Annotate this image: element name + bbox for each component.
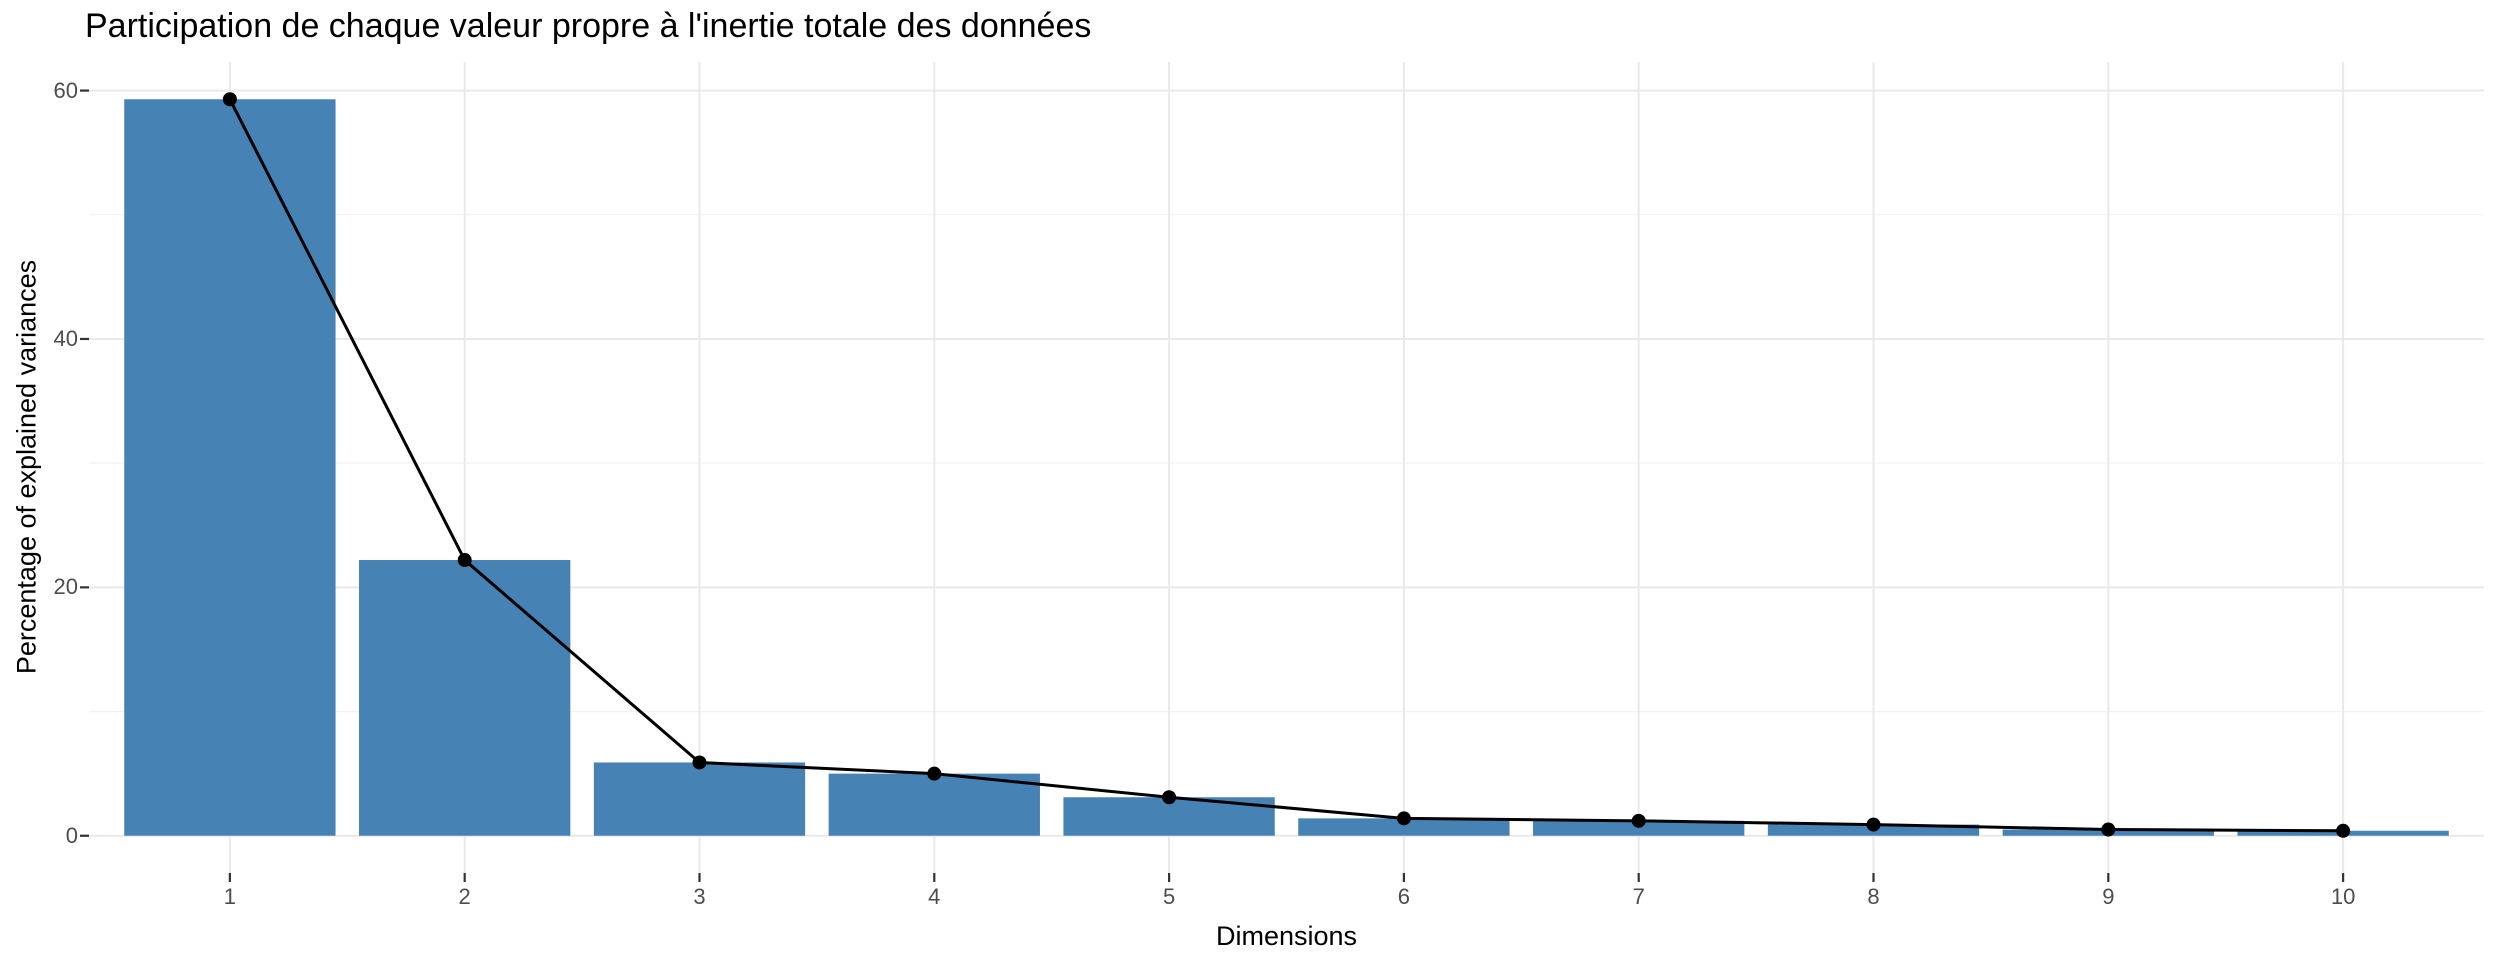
scree-point-dim-7 bbox=[1631, 813, 1646, 828]
x-tick-label: 10 bbox=[2330, 884, 2356, 909]
scree-point-dim-2 bbox=[457, 553, 472, 568]
x-tick-label: 4 bbox=[928, 884, 941, 909]
y-tick-label: 0 bbox=[65, 822, 78, 848]
bar-dim-4 bbox=[828, 773, 1040, 836]
bar-dim-2 bbox=[359, 560, 571, 836]
scree-point-dim-5 bbox=[1162, 790, 1177, 805]
scree-point-dim-3 bbox=[692, 755, 707, 770]
x-tick-label: 1 bbox=[223, 884, 236, 909]
scree-point-dim-9 bbox=[2101, 822, 2116, 837]
x-tick-label: 8 bbox=[1867, 884, 1880, 909]
x-tick-label: 6 bbox=[1397, 884, 1411, 909]
scree-point-dim-4 bbox=[927, 766, 942, 781]
x-tick-label: 5 bbox=[1162, 884, 1176, 909]
chart-title: Participation de chaque valeur propre à … bbox=[85, 7, 1092, 45]
bar-dim-7 bbox=[1533, 820, 1745, 836]
scree-point-dim-8 bbox=[1866, 817, 1881, 832]
bar-dim-6 bbox=[1298, 818, 1510, 836]
scree-point-dim-1 bbox=[222, 92, 237, 107]
bar-dim-1 bbox=[124, 99, 336, 836]
x-tick-label: 3 bbox=[693, 884, 706, 909]
y-tick-label: 40 bbox=[53, 325, 78, 351]
scree-line bbox=[228, 98, 2344, 833]
bar-dim-3 bbox=[593, 762, 806, 836]
y-tick-label: 60 bbox=[53, 77, 78, 103]
x-tick-label: 9 bbox=[2102, 884, 2115, 909]
x-tick-label: 2 bbox=[458, 884, 471, 909]
scree-point-dim-6 bbox=[1396, 811, 1411, 826]
y-tick-label: 20 bbox=[53, 574, 78, 600]
x-axis-title: Dimensions bbox=[1215, 921, 1358, 951]
scree-point-dim-10 bbox=[2336, 823, 2351, 838]
x-tick-label: 7 bbox=[1632, 884, 1645, 909]
